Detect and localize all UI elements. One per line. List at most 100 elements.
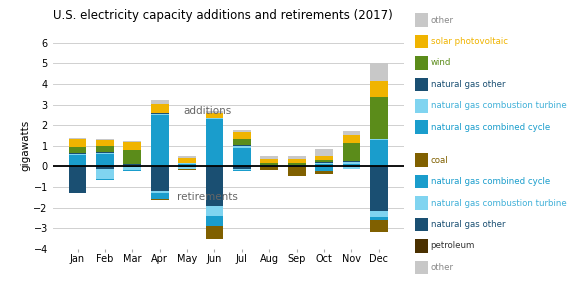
Bar bbox=[68, 139, 87, 147]
Text: retirements: retirements bbox=[177, 192, 238, 202]
Bar bbox=[205, 111, 223, 113]
Bar bbox=[315, 156, 333, 160]
Bar bbox=[370, 139, 388, 140]
Bar bbox=[205, 206, 223, 216]
Bar bbox=[96, 166, 114, 168]
Bar bbox=[68, 155, 87, 166]
Text: natural gas combined cycle: natural gas combined cycle bbox=[431, 123, 550, 132]
Bar bbox=[151, 193, 168, 199]
Bar bbox=[205, 118, 223, 119]
Bar bbox=[205, 166, 223, 206]
Bar bbox=[260, 163, 278, 165]
Bar bbox=[96, 140, 114, 146]
Bar bbox=[315, 149, 333, 156]
Bar bbox=[233, 168, 251, 170]
Bar bbox=[370, 140, 388, 166]
Bar bbox=[123, 165, 141, 166]
Bar bbox=[260, 159, 278, 163]
Bar bbox=[370, 166, 388, 211]
Bar bbox=[342, 134, 360, 143]
Bar bbox=[288, 159, 305, 163]
Bar bbox=[151, 104, 168, 113]
Bar bbox=[96, 154, 114, 166]
Bar bbox=[205, 226, 223, 239]
Bar bbox=[151, 100, 168, 104]
Bar bbox=[178, 156, 196, 158]
Text: natural gas other: natural gas other bbox=[431, 220, 505, 229]
Bar bbox=[178, 164, 196, 166]
Bar bbox=[342, 161, 360, 162]
Bar bbox=[260, 156, 278, 159]
Bar bbox=[315, 170, 333, 174]
Bar bbox=[370, 98, 388, 139]
Bar bbox=[123, 142, 141, 150]
Bar bbox=[260, 166, 278, 168]
Text: solar photovoltaic: solar photovoltaic bbox=[431, 37, 508, 46]
Text: natural gas combustion turbine: natural gas combustion turbine bbox=[431, 198, 566, 208]
Bar bbox=[151, 191, 168, 193]
Bar bbox=[288, 168, 305, 176]
Bar bbox=[370, 217, 388, 220]
Bar bbox=[96, 153, 114, 154]
Bar bbox=[96, 179, 114, 180]
Text: wind: wind bbox=[431, 58, 451, 67]
Bar bbox=[315, 164, 333, 166]
Bar bbox=[370, 211, 388, 217]
Text: petroleum: petroleum bbox=[431, 241, 475, 251]
Bar bbox=[233, 148, 251, 166]
Text: other: other bbox=[431, 15, 453, 25]
Bar bbox=[151, 114, 168, 115]
Text: natural gas combined cycle: natural gas combined cycle bbox=[431, 177, 550, 186]
Bar bbox=[151, 199, 168, 200]
Bar bbox=[178, 158, 196, 163]
Bar bbox=[342, 164, 360, 166]
Bar bbox=[342, 166, 360, 168]
Bar bbox=[315, 168, 333, 170]
Text: additions: additions bbox=[183, 106, 231, 116]
Bar bbox=[68, 166, 87, 193]
Bar bbox=[205, 216, 223, 226]
Bar bbox=[96, 139, 114, 140]
Text: coal: coal bbox=[431, 156, 448, 165]
Bar bbox=[288, 165, 305, 166]
Bar bbox=[370, 220, 388, 232]
Bar bbox=[288, 156, 305, 159]
Bar bbox=[288, 166, 305, 168]
Y-axis label: gigawatts: gigawatts bbox=[20, 120, 30, 172]
Bar bbox=[68, 153, 87, 154]
Bar bbox=[233, 132, 251, 139]
Bar bbox=[233, 146, 251, 148]
Bar bbox=[370, 63, 388, 81]
Bar bbox=[123, 150, 141, 164]
Bar bbox=[315, 163, 333, 164]
Text: natural gas other: natural gas other bbox=[431, 80, 505, 89]
Bar bbox=[68, 154, 87, 155]
Bar bbox=[315, 162, 333, 163]
Bar bbox=[151, 113, 168, 114]
Text: U.S. electricity capacity additions and retirements (2017): U.S. electricity capacity additions and … bbox=[53, 9, 393, 21]
Bar bbox=[68, 138, 87, 139]
Bar bbox=[342, 162, 360, 164]
Bar bbox=[288, 163, 305, 165]
Bar bbox=[96, 152, 114, 153]
Bar bbox=[68, 147, 87, 153]
Bar bbox=[96, 168, 114, 179]
Bar bbox=[260, 168, 278, 170]
Bar bbox=[315, 166, 333, 168]
Bar bbox=[178, 163, 196, 164]
Bar bbox=[233, 130, 251, 132]
Bar bbox=[151, 166, 168, 191]
Bar bbox=[123, 141, 141, 142]
Bar bbox=[123, 166, 141, 168]
Bar bbox=[123, 164, 141, 165]
Text: other: other bbox=[431, 263, 453, 272]
Bar bbox=[233, 145, 251, 146]
Bar bbox=[151, 115, 168, 166]
Bar bbox=[178, 168, 196, 170]
Bar bbox=[233, 139, 251, 145]
Bar bbox=[178, 166, 196, 168]
Bar bbox=[123, 168, 141, 170]
Text: natural gas combustion turbine: natural gas combustion turbine bbox=[431, 101, 566, 110]
Bar bbox=[315, 160, 333, 162]
Bar bbox=[370, 81, 388, 98]
